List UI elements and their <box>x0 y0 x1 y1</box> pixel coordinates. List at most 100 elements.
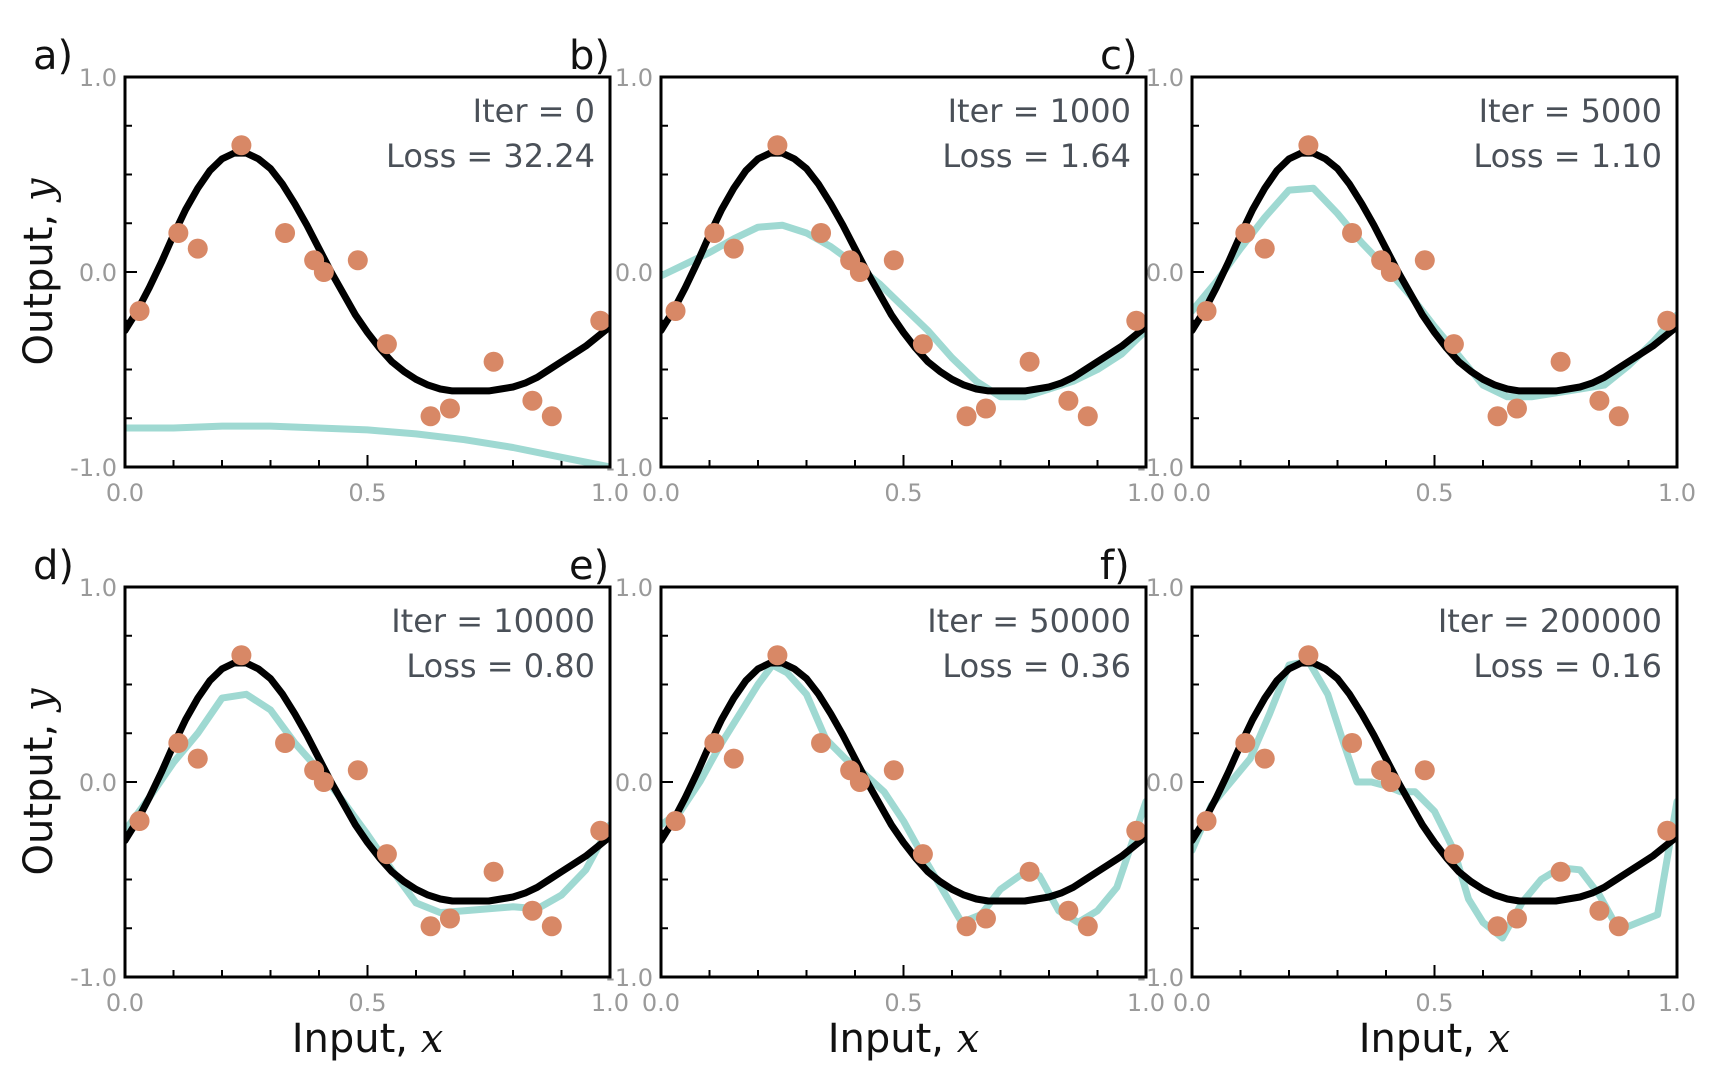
x-tick-label: 1.0 <box>1127 989 1165 1017</box>
data-point <box>522 390 543 411</box>
data-point <box>590 820 611 841</box>
data-point <box>1506 908 1527 929</box>
y-axis-label: Output, y <box>16 177 62 365</box>
data-point <box>376 334 397 355</box>
x-tick-label: 0.5 <box>884 989 922 1017</box>
data-points <box>129 135 611 427</box>
x-tick-label: 0.5 <box>884 479 922 507</box>
y-tick-label: -1.0 <box>1137 454 1184 482</box>
data-point <box>1235 733 1256 753</box>
x-tick-label: 0.0 <box>1173 989 1211 1017</box>
data-point <box>168 223 189 243</box>
data-point <box>1414 760 1435 781</box>
true-function-line <box>661 149 1146 395</box>
x-tick-label: 0.0 <box>1173 479 1211 507</box>
data-point <box>420 406 441 427</box>
x-tick-label: 0.0 <box>642 479 680 507</box>
x-tick-label: 0.5 <box>1415 479 1453 507</box>
data-point <box>1077 916 1098 937</box>
y-axis-label: Output, y <box>16 687 62 875</box>
data-point <box>1058 900 1079 921</box>
loss-annotation: Loss = 0.80 <box>406 647 595 685</box>
x-tick-label: 1.0 <box>591 479 629 507</box>
data-point <box>849 262 870 282</box>
data-point <box>1487 406 1508 427</box>
data-point <box>590 310 611 331</box>
data-point <box>912 844 933 865</box>
data-point <box>1342 733 1363 753</box>
data-point <box>1254 748 1275 769</box>
data-point <box>1414 250 1435 271</box>
x-tick-label: 0.5 <box>348 479 386 507</box>
data-point <box>1550 351 1571 372</box>
panel-label: b) <box>569 33 610 79</box>
data-point <box>975 398 996 419</box>
data-point <box>347 250 368 271</box>
data-points <box>665 645 1147 937</box>
model-fit-line <box>1192 184 1677 401</box>
y-tick-label: 1.0 <box>79 574 117 602</box>
model-fit-line <box>125 422 610 467</box>
plot-frame <box>659 585 1148 979</box>
data-point <box>231 645 252 666</box>
data-point <box>1608 406 1629 427</box>
iter-annotation: Iter = 5000 <box>1479 92 1662 130</box>
x-tick-label: 0.0 <box>642 989 680 1017</box>
y-tick-label: 0.0 <box>615 259 653 287</box>
y-tick-label: -1.0 <box>1137 964 1184 992</box>
x-tick-label: 0.0 <box>106 479 144 507</box>
data-point <box>187 238 208 259</box>
data-point <box>439 908 460 929</box>
y-tick-label: 1.0 <box>615 64 653 92</box>
panel-label: f) <box>1100 543 1130 589</box>
panel-label: c) <box>1100 33 1138 79</box>
data-point <box>168 733 189 753</box>
data-point <box>347 760 368 781</box>
data-points <box>665 135 1147 427</box>
data-point <box>1380 262 1401 282</box>
x-tick-label: 1.0 <box>1658 989 1696 1017</box>
data-point <box>665 811 686 831</box>
data-point <box>1126 820 1147 841</box>
y-tick-label: 0.0 <box>79 259 117 287</box>
x-axis-variable: x <box>957 1016 980 1062</box>
data-point <box>275 733 296 753</box>
data-point <box>1550 861 1571 882</box>
data-point <box>231 135 252 156</box>
plot-frame <box>123 585 612 979</box>
data-point <box>1589 390 1610 411</box>
true-function-line <box>1192 149 1677 395</box>
data-point <box>1196 811 1217 831</box>
data-point <box>956 406 977 427</box>
loss-annotation: Loss = 0.16 <box>1473 647 1662 685</box>
panel-label: d) <box>33 543 74 589</box>
loss-annotation: Loss = 32.24 <box>386 137 595 175</box>
x-axis-variable: x <box>421 1016 444 1062</box>
iter-annotation: Iter = 10000 <box>391 602 595 640</box>
data-point <box>1058 390 1079 411</box>
plot-frame <box>1190 585 1679 979</box>
loss-annotation: Loss = 0.36 <box>942 647 1131 685</box>
data-point <box>313 262 334 282</box>
data-point <box>665 301 686 321</box>
data-point <box>956 916 977 937</box>
x-axis-label: Input, x <box>292 1016 444 1062</box>
data-point <box>1126 310 1147 331</box>
data-point <box>129 301 150 321</box>
plot-frame <box>123 75 612 469</box>
data-point <box>975 908 996 929</box>
model-fit-line <box>661 661 1146 926</box>
data-point <box>420 916 441 937</box>
data-point <box>1443 334 1464 355</box>
data-point <box>1443 844 1464 865</box>
data-point <box>1019 861 1040 882</box>
data-point <box>1657 310 1678 331</box>
data-point <box>883 760 904 781</box>
data-point <box>883 250 904 271</box>
data-point <box>767 645 788 666</box>
